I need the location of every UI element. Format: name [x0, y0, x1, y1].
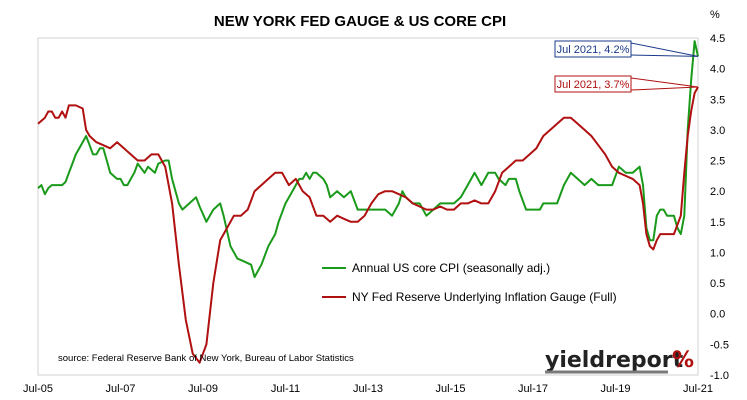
brand-percent-icon: % — [672, 348, 694, 373]
chart-title: NEW YORK FED GAUGE & US CORE CPI — [214, 13, 506, 30]
y-tick-label: 3.0 — [710, 125, 725, 137]
y-tick-label: -0.5 — [710, 339, 729, 351]
y-tick-label: 3.5 — [710, 94, 725, 106]
x-tick-label: Jul-05 — [23, 383, 53, 395]
annotation-leader — [630, 77, 699, 88]
series-layer — [37, 40, 699, 364]
x-tick-label: Jul-07 — [106, 383, 136, 395]
annotation-leader — [630, 86, 699, 91]
y-tick-label: 0.5 — [710, 278, 725, 290]
x-tick-label: Jul-09 — [188, 383, 218, 395]
y-tick-label: 0.0 — [710, 309, 725, 321]
annotation-label: Jul 2021, 3.7% — [557, 79, 630, 91]
y-tick-label: 2.5 — [710, 156, 725, 168]
plot-area — [37, 37, 699, 376]
legend-label-core-cpi: Annual US core CPI (seasonally adj.) — [352, 261, 550, 275]
annotation-box — [554, 75, 632, 93]
annotation-leader — [630, 42, 699, 57]
series-line-uig — [37, 86, 699, 364]
x-axis: Jul-05 Jul-07 Jul-09 Jul-11 Jul-13 Jul-15 Jul-… — [23, 383, 713, 395]
brand-logo: yieldreport % — [545, 348, 694, 374]
y-tick-label: 2.0 — [710, 186, 725, 198]
y-axis-label: % — [710, 9, 720, 21]
x-tick-label: Jul-21 — [683, 383, 713, 395]
annotation-label: Jul 2021, 4.2% — [557, 44, 630, 56]
x-tick-label: Jul-15 — [436, 383, 466, 395]
y-tick-label: 1.5 — [710, 217, 725, 229]
annotation-layer: Jul 2021, 4.2% Jul 2021, 3.7% — [554, 40, 699, 93]
x-tick-label: Jul-19 — [601, 383, 631, 395]
x-tick-label: Jul-13 — [353, 383, 383, 395]
legend: Annual US core CPI (seasonally adj.) NY … — [322, 261, 617, 304]
y-tick-label: 4.5 — [710, 33, 725, 45]
series-line-core-cpi — [37, 40, 699, 278]
legend-label-uig: NY Fed Reserve Underlying Inflation Gaug… — [352, 290, 617, 304]
y-tick-label: 4.0 — [710, 64, 725, 76]
annotation-box — [554, 40, 632, 58]
x-tick-label: Jul-11 — [271, 383, 300, 395]
y-axis: -1.0 -0.5 0.0 0.5 1.0 1.5 2.0 2.5 3.0 3.5 4.0 4.5 — [710, 33, 729, 382]
y-tick-label: -1.0 — [710, 370, 729, 382]
x-tick-label: Jul-17 — [518, 383, 548, 395]
annotation-leader — [630, 54, 699, 57]
brand-name: yieldreport — [545, 348, 684, 373]
source-note: source: Federal Reserve Bank of New York… — [58, 353, 354, 364]
y-tick-label: 1.0 — [710, 247, 725, 259]
